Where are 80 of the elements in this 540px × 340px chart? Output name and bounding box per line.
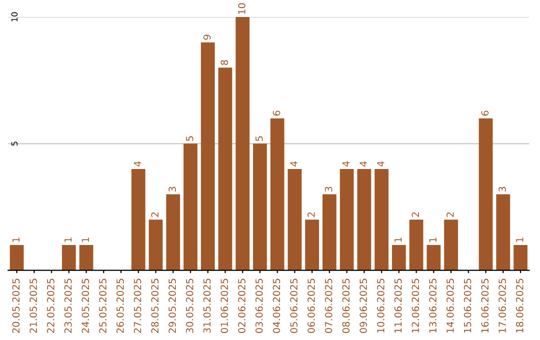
x-tick-label: 20.05.2025 bbox=[12, 278, 20, 333]
x-tick-label: 28.05.2025 bbox=[151, 278, 159, 333]
x-tick-label: 24.05.2025 bbox=[82, 278, 90, 333]
bar bbox=[340, 168, 354, 270]
data-label: 5 bbox=[186, 136, 194, 141]
data-label: 1 bbox=[394, 238, 402, 242]
x-tick-label: 15.06.2025 bbox=[464, 278, 472, 333]
bar bbox=[392, 244, 406, 270]
x-tick-label: 22.05.2025 bbox=[46, 278, 54, 333]
data-label: 9 bbox=[203, 34, 211, 40]
data-label: 1 bbox=[12, 238, 20, 242]
bar bbox=[131, 168, 146, 270]
x-tick-label: 01.06.2025 bbox=[220, 278, 228, 333]
bar bbox=[62, 244, 76, 270]
bar bbox=[288, 168, 302, 270]
x-tick-label: 18.06.2025 bbox=[516, 278, 524, 333]
data-label: 3 bbox=[324, 186, 332, 192]
data-label: 1 bbox=[82, 238, 89, 242]
x-tick-label: 08.06.2025 bbox=[342, 278, 350, 333]
bar bbox=[496, 194, 510, 270]
bar bbox=[79, 244, 94, 270]
data-label: 2 bbox=[151, 212, 158, 217]
data-label: 2 bbox=[412, 212, 419, 217]
bar bbox=[166, 194, 180, 270]
data-label: 2 bbox=[308, 212, 315, 217]
data-label: 1 bbox=[429, 238, 436, 242]
data-label: 1 bbox=[64, 238, 72, 242]
bar bbox=[444, 220, 458, 270]
bar bbox=[270, 118, 284, 270]
bar bbox=[305, 220, 320, 270]
x-tick-label: 14.06.2025 bbox=[446, 278, 454, 333]
bar bbox=[409, 220, 424, 270]
x-tick-label: 02.06.2025 bbox=[238, 278, 246, 333]
data-label: 10 bbox=[238, 3, 246, 14]
data-label: 4 bbox=[342, 161, 350, 166]
data-label: 8 bbox=[220, 60, 228, 65]
x-tick-label: 21.05.2025 bbox=[30, 278, 37, 333]
data-label: 4 bbox=[360, 161, 367, 166]
data-label: 4 bbox=[134, 161, 142, 166]
x-tick-label: 09.06.2025 bbox=[360, 278, 368, 333]
data-label: 4 bbox=[290, 161, 298, 166]
data-label: 3 bbox=[498, 186, 506, 192]
x-tick-label: 13.06.2025 bbox=[429, 278, 436, 333]
data-label: 2 bbox=[446, 212, 454, 217]
data-label: 3 bbox=[168, 186, 176, 192]
bar bbox=[10, 244, 24, 270]
x-tick-label: 11.06.2025 bbox=[394, 278, 402, 333]
x-tick-label: 29.05.2025 bbox=[168, 278, 176, 333]
x-tick-label: 17.06.2025 bbox=[498, 278, 506, 333]
bar bbox=[322, 194, 336, 270]
bar bbox=[236, 17, 250, 270]
x-tick-label: 07.06.2025 bbox=[324, 278, 332, 333]
x-tick-label: 06.06.2025 bbox=[308, 278, 315, 333]
bar bbox=[218, 68, 232, 270]
x-tick-label: 31.05.2025 bbox=[203, 278, 211, 333]
bar bbox=[148, 220, 163, 270]
x-tick-label: 12.06.2025 bbox=[412, 278, 420, 333]
bar bbox=[200, 42, 215, 270]
data-label: 6 bbox=[481, 110, 489, 116]
x-tick-label: 04.06.2025 bbox=[272, 278, 280, 333]
x-tick-label: 05.06.2025 bbox=[290, 278, 298, 333]
bar bbox=[426, 244, 441, 270]
x-tick-label: 03.06.2025 bbox=[255, 278, 263, 333]
data-label: 1 bbox=[516, 238, 524, 242]
x-tick-label: 16.06.2025 bbox=[481, 278, 489, 333]
data-label: 4 bbox=[377, 161, 384, 166]
bar bbox=[374, 168, 389, 270]
x-tick-label: 30.05.2025 bbox=[186, 278, 194, 333]
bar bbox=[478, 118, 493, 270]
bar bbox=[184, 144, 198, 270]
x-tick-label: 10.06.2025 bbox=[377, 278, 384, 333]
bar bbox=[357, 168, 372, 270]
x-tick-label: 27.05.2025 bbox=[134, 278, 142, 333]
x-tick-label: 25.05.2025 bbox=[99, 278, 106, 333]
x-tick-label: 26.05.2025 bbox=[116, 278, 124, 333]
data-label: 6 bbox=[272, 110, 280, 116]
x-tick-label: 23.05.2025 bbox=[64, 278, 72, 333]
bar bbox=[514, 244, 528, 270]
bar bbox=[253, 144, 267, 270]
data-label: 5 bbox=[256, 136, 263, 141]
